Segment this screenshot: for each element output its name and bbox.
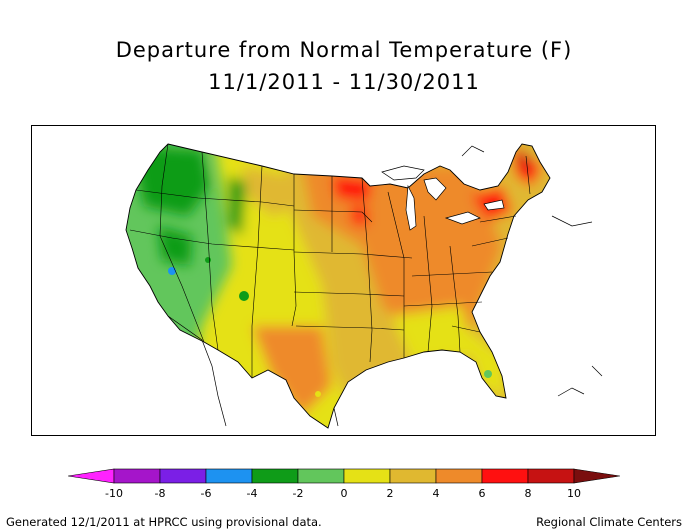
legend-swatch [435, 468, 483, 484]
legend-swatch [389, 468, 437, 484]
legend-swatch [251, 468, 299, 484]
legend-tick-label: -6 [200, 487, 212, 500]
legend-swatch-low-arrow [67, 468, 115, 484]
credit-text: Regional Climate Centers [536, 515, 682, 529]
legend-swatch [113, 468, 161, 484]
legend-tick-label: 8 [524, 487, 532, 500]
legend-tick-label: -2 [292, 487, 304, 500]
generated-note: Generated 12/1/2011 at HPRCC using provi… [6, 515, 322, 529]
legend-tick-label: 0 [340, 487, 348, 500]
legend-tick-label: 6 [478, 487, 486, 500]
us-outline [125, 143, 551, 429]
legend-tick-label: -10 [105, 487, 123, 500]
color-scale-legend: -10 -8 -6 -4 -2 0 2 4 6 8 10 [67, 468, 621, 502]
map-subtitle: 11/1/2011 - 11/30/2011 [208, 70, 480, 94]
boundary-fragments [167, 145, 603, 427]
color-scale-bar [67, 468, 621, 484]
legend-swatch [481, 468, 529, 484]
state-boundaries [129, 143, 531, 378]
us-temperature-map [125, 143, 603, 429]
legend-tick-label: -8 [154, 487, 166, 500]
legend-swatch [343, 468, 391, 484]
legend-tick-label: -4 [246, 487, 258, 500]
map-title: Departure from Normal Temperature (F) [115, 38, 573, 62]
legend-tick-label: 4 [432, 487, 440, 500]
legend-swatch [205, 468, 253, 484]
legend-tick-label: 2 [386, 487, 394, 500]
legend-swatch-high-arrow [573, 468, 621, 484]
map-frame [31, 125, 656, 436]
legend-swatch [159, 468, 207, 484]
legend-tick-label: 10 [567, 487, 581, 500]
legend-swatch [527, 468, 575, 484]
legend-swatch [297, 468, 345, 484]
great-lakes [381, 165, 505, 231]
